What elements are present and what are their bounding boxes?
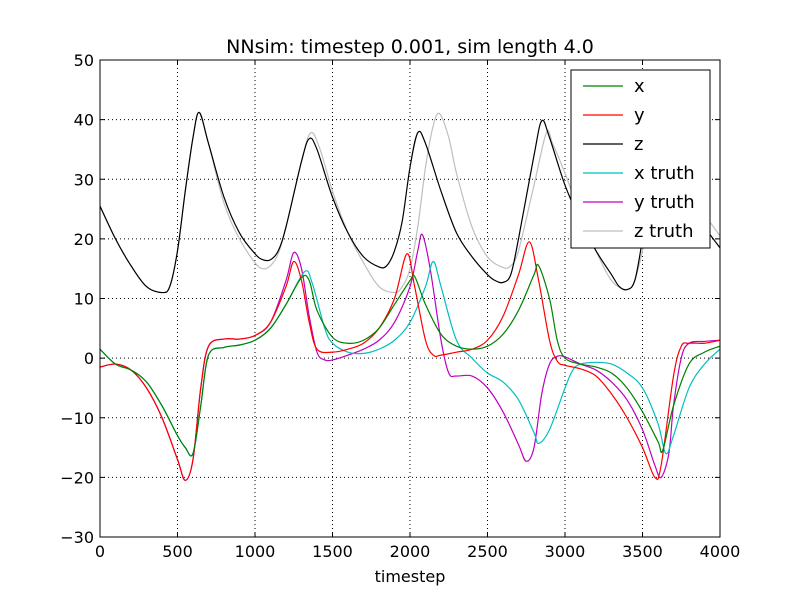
x-axis-label: timestep xyxy=(375,567,446,586)
x-tick-label: 1500 xyxy=(312,542,353,561)
legend-label-y-truth: y truth xyxy=(634,192,695,213)
y-tick-label: 50 xyxy=(74,51,94,70)
y-tick-label: 20 xyxy=(74,230,94,249)
series-line-y xyxy=(100,241,720,481)
y-tick-label: 30 xyxy=(74,170,94,189)
x-tick-label: 4000 xyxy=(700,542,741,561)
legend-label-y: y xyxy=(634,105,645,126)
x-tick-label: 0 xyxy=(95,542,105,561)
y-tick-label: −20 xyxy=(60,468,94,487)
legend-label-z-truth: z truth xyxy=(634,221,694,242)
x-tick-label: 2000 xyxy=(390,542,431,561)
x-tick-label: 3500 xyxy=(622,542,663,561)
y-tick-label: 40 xyxy=(74,111,94,130)
x-tick-label: 2500 xyxy=(467,542,508,561)
legend-box xyxy=(570,69,711,249)
x-tick-label: 1000 xyxy=(235,542,276,561)
y-tick-label: 10 xyxy=(74,290,94,309)
series-line-z xyxy=(100,111,720,294)
legend-label-x: x xyxy=(634,76,645,97)
x-tick-label: 500 xyxy=(162,542,193,561)
x-tick-label: 3000 xyxy=(545,542,586,561)
y-tick-label: −10 xyxy=(60,409,94,428)
series-lines xyxy=(100,111,720,481)
y-tick-label: 0 xyxy=(84,349,94,368)
y-tick-label: −30 xyxy=(60,528,94,547)
chart-title: NNsim: timestep 0.001, sim length 4.0 xyxy=(226,36,594,58)
legend-label-z: z xyxy=(634,134,643,155)
series-line-x xyxy=(100,263,720,457)
legend: xyz x truth y truth z truth xyxy=(570,69,711,249)
legend-label-x-truth: x truth xyxy=(634,163,695,184)
axis-ticks: 0 500 1000 1500 2000 2500 3000 3500 4000−30−20−1… xyxy=(60,51,740,561)
